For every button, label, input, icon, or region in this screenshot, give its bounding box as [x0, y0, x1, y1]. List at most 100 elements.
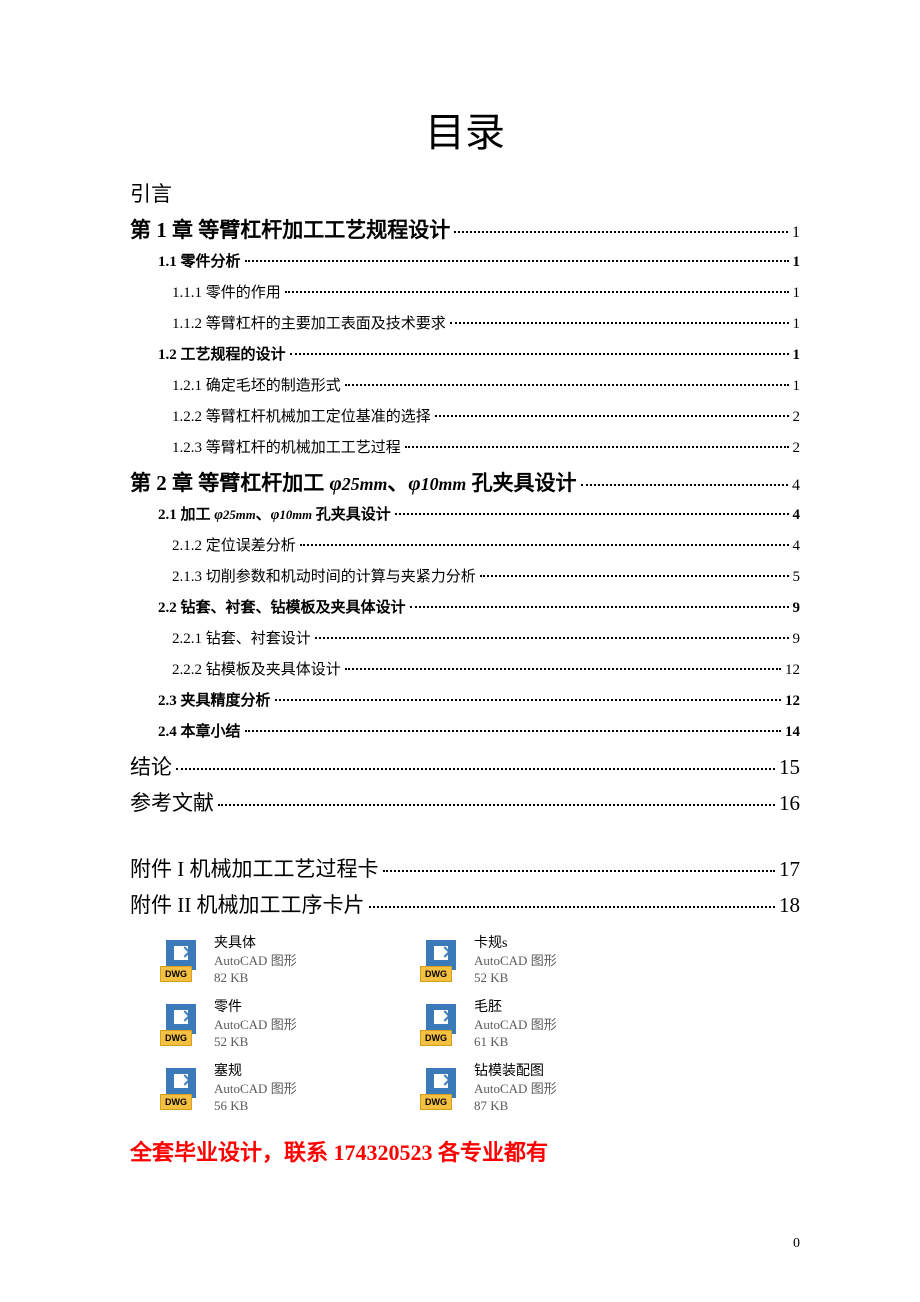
toc-dots	[300, 544, 789, 546]
file-type: AutoCAD 图形	[214, 1017, 297, 1034]
toc-entry: 2.3 夹具精度分析 12	[130, 689, 800, 710]
toc-entry: 参考文献16	[130, 787, 800, 817]
toc-entry: 附件 II 机械加工工序卡片 18	[130, 889, 800, 919]
toc-page: 1	[793, 378, 801, 395]
file-size: 82 KB	[214, 970, 297, 987]
toc-dots	[176, 768, 775, 770]
toc-entry: 2.1 加工 φ25mm、φ10mm 孔夹具设计4	[130, 503, 800, 524]
toc-dots	[450, 322, 789, 324]
toc-entry: 2.4 本章小结 14	[130, 720, 800, 741]
toc-dots	[581, 484, 788, 486]
toc-dots	[405, 446, 789, 448]
toc-dots	[345, 668, 781, 670]
toc-entry: 附件 I 机械加工工艺过程卡 17	[130, 853, 800, 883]
toc-page: 15	[779, 755, 800, 780]
file-name: 夹具体	[214, 935, 297, 953]
file-info: 卡规sAutoCAD 图形52 KB	[474, 935, 557, 987]
toc-dots	[218, 804, 775, 806]
toc-entry: 2.1.3 切削参数和机动时间的计算与夹紧力分析 5	[130, 565, 800, 586]
file-item[interactable]: DWG夹具体AutoCAD 图形82 KB	[160, 935, 420, 987]
toc-page: 12	[785, 662, 800, 679]
toc-page: 18	[779, 893, 800, 918]
toc-page: 9	[793, 631, 801, 648]
appendix-list: 附件 I 机械加工工艺过程卡 17 附件 II 机械加工工序卡片 18	[130, 853, 800, 919]
toc-text: 2.2.2 钻模板及夹具体设计	[172, 658, 341, 679]
toc-text: 2.1 加工 φ25mm、φ10mm 孔夹具设计	[158, 503, 391, 524]
toc-text: 1.1.1 零件的作用	[172, 281, 281, 302]
file-type: AutoCAD 图形	[474, 1081, 557, 1098]
toc-dots	[410, 606, 789, 608]
file-size: 87 KB	[474, 1098, 557, 1115]
toc-dots	[369, 906, 776, 908]
toc-dots	[454, 231, 788, 233]
file-name: 毛胚	[474, 999, 557, 1017]
toc-text: 1.2.2 等臂杠杆机械加工定位基准的选择	[172, 405, 431, 426]
file-item[interactable]: DWG钻模装配图AutoCAD 图形87 KB	[420, 1063, 680, 1115]
toc-entry: 2.2 钻套、衬套、钻模板及夹具体设计9	[130, 596, 800, 617]
toc-text: 1.1 零件分析	[158, 250, 241, 271]
toc-text: 2.2.1 钻套、衬套设计	[172, 627, 311, 648]
file-type: AutoCAD 图形	[474, 953, 557, 970]
toc-text: 附件 I 机械加工工艺过程卡	[130, 853, 379, 883]
toc-page: 12	[785, 693, 800, 710]
toc-dots	[435, 415, 789, 417]
toc-page: 4	[793, 538, 801, 555]
file-size: 52 KB	[214, 1034, 297, 1051]
file-column-right: DWG卡规sAutoCAD 图形52 KB DWG毛胚AutoCAD 图形61 K…	[420, 935, 680, 1127]
file-size: 61 KB	[474, 1034, 557, 1051]
toc-page: 14	[785, 724, 800, 741]
file-grid: DWG夹具体AutoCAD 图形82 KBDWG零件AutoCAD 图形52 K…	[160, 935, 800, 1127]
toc-entry: 2.1.2 定位误差分析4	[130, 534, 800, 555]
page-number: 0	[793, 1236, 800, 1252]
file-info: 钻模装配图AutoCAD 图形87 KB	[474, 1063, 557, 1115]
file-column-left: DWG夹具体AutoCAD 图形82 KBDWG零件AutoCAD 图形52 K…	[160, 935, 420, 1127]
file-size: 56 KB	[214, 1098, 297, 1115]
toc-dots	[285, 291, 789, 293]
toc-text: 附件 II 机械加工工序卡片	[130, 889, 365, 919]
toc-dots	[245, 730, 781, 732]
toc-dots	[383, 870, 776, 872]
toc-page: 2	[793, 409, 801, 426]
file-info: 零件AutoCAD 图形52 KB	[214, 999, 297, 1051]
toc-page: 1	[793, 316, 801, 333]
toc-text: 1.2.3 等臂杠杆的机械加工工艺过程	[172, 436, 401, 457]
dwg-file-icon: DWG	[160, 1068, 202, 1110]
file-type: AutoCAD 图形	[214, 1081, 297, 1098]
footer-promo: 全套毕业设计，联系 174320523 各专业都有	[130, 1135, 800, 1167]
toc-dots	[245, 260, 789, 262]
toc-text: 1.2.1 确定毛坯的制造形式	[172, 374, 341, 395]
toc-dots	[480, 575, 789, 577]
toc-entry: 1.2.2 等臂杠杆机械加工定位基准的选择 2	[130, 405, 800, 426]
toc-dots	[315, 637, 789, 639]
file-item[interactable]: DWG卡规sAutoCAD 图形52 KB	[420, 935, 680, 987]
toc-entry: 1.1.2 等臂杠杆的主要加工表面及技术要求1	[130, 312, 800, 333]
file-item[interactable]: DWG 塞规AutoCAD 图形56 KB	[160, 1063, 420, 1115]
toc-text: 2.3 夹具精度分析	[158, 689, 271, 710]
file-info: 塞规AutoCAD 图形56 KB	[214, 1063, 297, 1115]
file-name: 零件	[214, 999, 297, 1017]
toc-text: 1.2 工艺规程的设计	[158, 343, 286, 364]
file-type: AutoCAD 图形	[214, 953, 297, 970]
toc-page: 4	[792, 477, 800, 495]
toc-dots	[395, 513, 789, 515]
file-info: 夹具体AutoCAD 图形82 KB	[214, 935, 297, 987]
file-type: AutoCAD 图形	[474, 1017, 557, 1034]
toc-entry: 1.2.3 等臂杠杆的机械加工工艺过程2	[130, 436, 800, 457]
toc-page: 1	[792, 224, 800, 242]
file-info: 毛胚AutoCAD 图形61 KB	[474, 999, 557, 1051]
toc-text: 2.4 本章小结	[158, 720, 241, 741]
toc-page: 17	[779, 857, 800, 882]
toc-page: 5	[793, 569, 801, 586]
dwg-file-icon: DWG	[160, 1004, 202, 1046]
toc-page: 1	[793, 347, 801, 364]
toc-page: 16	[779, 791, 800, 816]
toc-entry: 1.1 零件分析1	[130, 250, 800, 271]
toc-text: 第 1 章 等臂杠杆加工工艺规程设计	[130, 214, 450, 244]
toc-entry: 第 2 章 等臂杠杆加工 φ25mm、φ10mm 孔夹具设计4	[130, 467, 800, 497]
file-item[interactable]: DWG 零件AutoCAD 图形52 KB	[160, 999, 420, 1051]
toc-entry: 1.1.1 零件的作用1	[130, 281, 800, 302]
toc-entry: 结论15	[130, 751, 800, 781]
intro-line: 引言	[130, 178, 800, 208]
file-item[interactable]: DWG毛胚AutoCAD 图形61 KB	[420, 999, 680, 1051]
toc-text: 2.1.3 切削参数和机动时间的计算与夹紧力分析	[172, 565, 476, 586]
